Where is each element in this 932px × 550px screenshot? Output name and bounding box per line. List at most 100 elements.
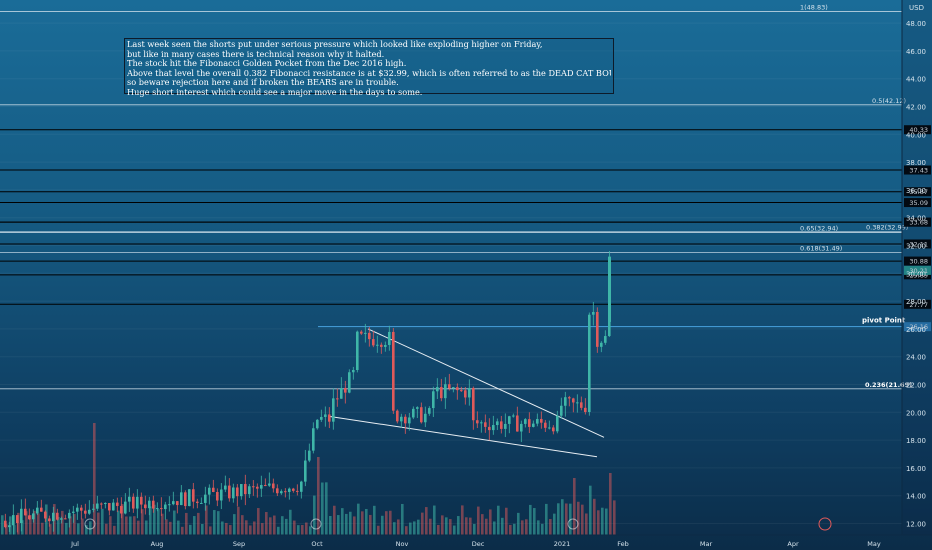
price-tick-label: 36.00 bbox=[906, 187, 926, 195]
candle-body bbox=[552, 427, 555, 432]
volume-bar bbox=[537, 520, 540, 535]
time-tick-label: Mar bbox=[700, 540, 713, 548]
candle-body bbox=[292, 488, 295, 491]
candle-body bbox=[568, 397, 571, 399]
volume-bar bbox=[109, 516, 112, 535]
candle-body bbox=[160, 508, 163, 510]
volume-bar bbox=[441, 515, 444, 535]
level-label-box bbox=[904, 165, 931, 175]
volume-bar bbox=[361, 511, 364, 535]
candle-body bbox=[136, 496, 139, 509]
candle-body bbox=[184, 492, 187, 507]
volume-bar bbox=[257, 508, 260, 535]
candle-body bbox=[152, 500, 155, 509]
price-tick-label: 12.00 bbox=[906, 521, 926, 529]
candle-body bbox=[268, 483, 271, 486]
level-label: 27.77 bbox=[909, 301, 928, 309]
candle-body bbox=[252, 486, 255, 488]
volume-bar bbox=[493, 521, 496, 535]
volume-bar bbox=[337, 515, 340, 535]
volume-bar bbox=[317, 457, 320, 535]
candle-body bbox=[388, 331, 391, 345]
volume-bar bbox=[581, 504, 584, 535]
upper-trendline bbox=[367, 328, 605, 438]
volume-bar bbox=[149, 506, 152, 535]
candle-body bbox=[236, 487, 239, 497]
volume-bar bbox=[461, 505, 464, 535]
candle-body bbox=[132, 496, 135, 509]
volume-bar bbox=[225, 522, 228, 535]
candle-body bbox=[596, 311, 599, 347]
candle-body bbox=[224, 485, 227, 490]
volume-bar bbox=[21, 520, 24, 535]
candle-body bbox=[244, 484, 247, 495]
volume-bar bbox=[597, 510, 600, 535]
volume-bar bbox=[173, 510, 176, 535]
candle-body bbox=[392, 331, 395, 411]
level-label-box bbox=[904, 239, 931, 249]
candle-body bbox=[524, 419, 527, 424]
candle-body bbox=[576, 402, 579, 404]
volume-bar bbox=[145, 520, 148, 535]
volume-bar bbox=[329, 515, 332, 535]
volume-bar bbox=[37, 513, 40, 535]
candle-body bbox=[452, 387, 455, 389]
level-label-box bbox=[904, 299, 931, 309]
candle-body bbox=[368, 332, 371, 340]
candle-body bbox=[256, 486, 259, 489]
price-tick-label: 46.00 bbox=[906, 48, 926, 56]
candle-body bbox=[376, 344, 379, 346]
level-label: 32.11 bbox=[909, 240, 928, 248]
candle-body bbox=[24, 508, 27, 516]
volume-bar bbox=[25, 511, 28, 535]
volume-bar bbox=[305, 522, 308, 535]
candle-body bbox=[516, 415, 519, 432]
candle-body bbox=[348, 372, 351, 393]
volume-bar bbox=[333, 505, 336, 535]
volume-bar bbox=[505, 507, 508, 535]
candle-body bbox=[232, 487, 235, 499]
volume-bar bbox=[449, 519, 452, 535]
candle-body bbox=[544, 422, 547, 428]
candle-body bbox=[532, 423, 535, 427]
price-tick-label: 28.00 bbox=[906, 298, 926, 306]
price-tick-label: 34.00 bbox=[906, 215, 926, 223]
volume-bar bbox=[437, 524, 440, 535]
candle-body bbox=[316, 419, 319, 429]
volume-bar bbox=[209, 526, 212, 535]
level-label: 35.87 bbox=[909, 188, 928, 196]
candle-body bbox=[92, 508, 95, 510]
candle-body bbox=[4, 520, 7, 528]
candle-body bbox=[336, 398, 339, 400]
candle-body bbox=[580, 402, 583, 408]
volume-bar bbox=[401, 503, 404, 535]
lower-trendline bbox=[329, 415, 598, 458]
pivot-value-box bbox=[904, 322, 931, 332]
candle-body bbox=[320, 416, 323, 420]
volume-bar bbox=[97, 512, 100, 535]
volume-bar bbox=[201, 523, 204, 535]
candle-body bbox=[308, 450, 311, 461]
volume-bar bbox=[261, 523, 264, 535]
volume-bar bbox=[377, 525, 380, 535]
candle-body bbox=[364, 332, 367, 334]
wedge-trendlines bbox=[329, 328, 605, 458]
volume-bar bbox=[41, 522, 44, 535]
candle-body bbox=[456, 387, 459, 391]
candle-body bbox=[564, 397, 567, 406]
volume-bar bbox=[89, 521, 92, 535]
last-price-label: 30.21 bbox=[909, 267, 928, 275]
volume-bar bbox=[605, 508, 608, 535]
volume-bar bbox=[421, 512, 424, 535]
volume-bar bbox=[433, 505, 436, 535]
volume-bar bbox=[473, 523, 476, 535]
candle-body bbox=[116, 502, 119, 506]
candle-body bbox=[408, 417, 411, 424]
candle-body bbox=[100, 503, 103, 505]
candle-body bbox=[400, 416, 403, 422]
volume-bar bbox=[557, 503, 560, 535]
candle-body bbox=[512, 415, 515, 417]
volume-bar bbox=[465, 517, 468, 535]
volume-bar bbox=[481, 514, 484, 535]
